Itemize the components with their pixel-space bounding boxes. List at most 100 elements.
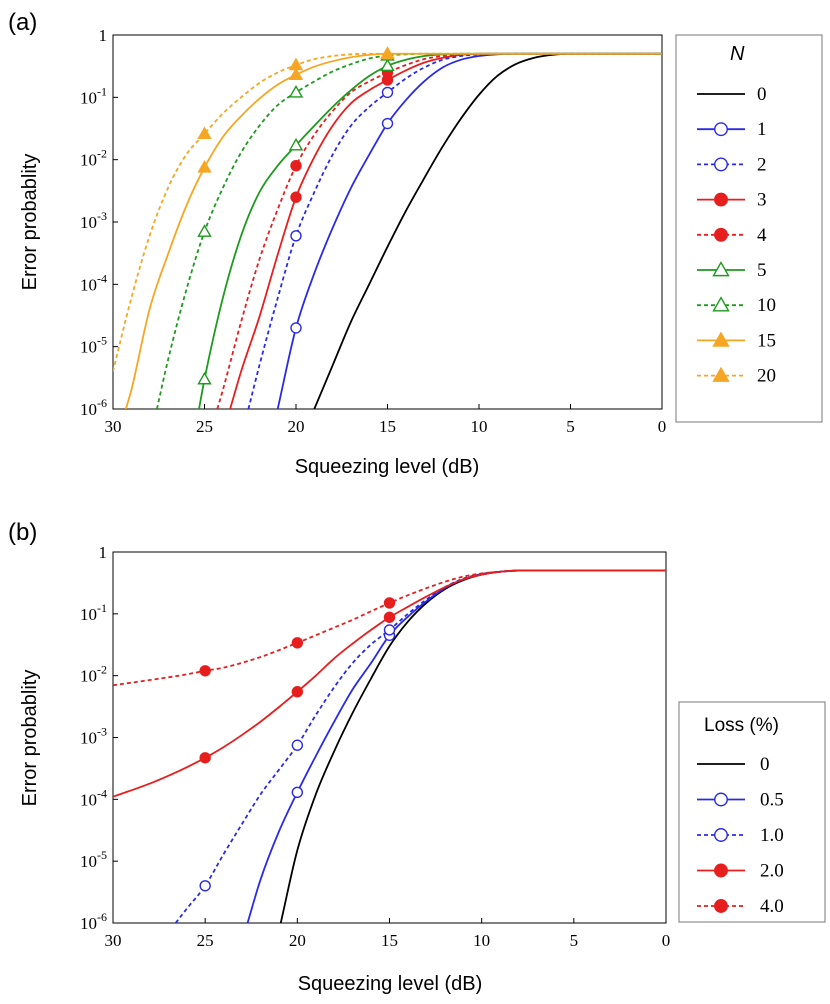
panel-b-series-line-1-0 (174, 569, 666, 923)
panel-a-y-tick-label: 10-5 (80, 334, 107, 357)
panel-b-marker-1-0 (291, 739, 304, 751)
panel-b-legend-marker-1-0 (714, 828, 728, 842)
panel-a-legend-marker-1 (714, 122, 728, 137)
panel-b-series-line-0 (279, 569, 666, 923)
panel-b-x-axis-label: Squeezing level (dB) (298, 973, 483, 995)
panel-b-marker-1-0 (383, 624, 396, 636)
panel-b-marker-2-0 (291, 686, 304, 698)
panel-a-series-line-2 (247, 52, 662, 409)
panel-a-marker-4 (290, 160, 302, 172)
panel-a-marker-5 (380, 58, 395, 72)
panel-a-marker-20 (288, 57, 304, 71)
panel-b-y-tick-label: 10-4 (80, 786, 107, 809)
panel-a: (a) 30 25 20 15 10 5 0110-110-210-310-410-510-… (8, 9, 823, 478)
panel-a-series-line-0 (313, 52, 662, 409)
panel-a-y-axis-label: Error probablity (19, 154, 41, 291)
panel-a-marker-2 (290, 230, 302, 242)
panel-a-x-tick-label: 0 (658, 417, 667, 436)
panel-b-marker-4-0 (199, 665, 211, 677)
panel-a-y-tick-label: 10-1 (80, 84, 107, 107)
panel-b-legend-marker-2-0 (714, 863, 728, 878)
panel-b-x-tick-label: 20 (289, 931, 306, 950)
panel-b-ticks: 30 25 20 15 10 5 0 1 10-1 10-2 10-3 10-4 10-5 10-6 (80, 543, 670, 950)
panel-b-marker-2-0 (199, 752, 211, 764)
panel-a-x-tick-label: 25 (196, 417, 213, 436)
panel-b-marker-0-5 (291, 786, 304, 798)
panel-b-legend-label-0: 0 (760, 754, 770, 775)
panel-b-x-tick-label: 10 (473, 931, 490, 950)
panel-a-ticks: 30 25 20 15 10 5 0 1 10-1 10-2 10-3 10-4 10-5 10-6 (80, 26, 666, 436)
panel-a-curves (113, 52, 662, 409)
panel-b-x-tick-label: 25 (197, 931, 214, 950)
panel-a-x-tick-label: 15 (379, 417, 396, 436)
panel-a-y-tick-label: 10-3 (80, 209, 107, 232)
panel-a-y-tick-label: 1 (99, 26, 108, 45)
panel-a-marker-15 (197, 160, 212, 173)
panel-b-marker-4-0 (291, 637, 304, 649)
panel-b-series-line-0-5 (246, 569, 666, 923)
panel-a-markers (197, 46, 395, 385)
panel-a-legend-marker-15 (712, 331, 730, 347)
panel-a-marker-20 (197, 126, 212, 139)
panel-b-marker-1-0 (199, 880, 211, 892)
panel-b-curves (113, 569, 666, 923)
panel-b-legend-marker-4-0 (714, 899, 728, 913)
panel-b-label: (b) (8, 519, 37, 546)
panel-b-legend: 0 0.5 1.0 2.0 4.0 (697, 754, 784, 917)
panel-a-legend-label-0: 0 (757, 84, 767, 105)
panel-b-y-tick-label: 10-1 (80, 601, 107, 624)
panel-b-x-tick-label: 0 (662, 931, 671, 950)
panel-a-marker-5 (197, 371, 212, 385)
panel-a-series-line-10 (156, 52, 662, 409)
panel-a-legend-label-3: 3 (757, 190, 767, 211)
panel-a-legend-label-15: 15 (757, 330, 776, 351)
panel-b-x-tick-label: 15 (381, 931, 398, 950)
panel-a-legend-label-1: 1 (757, 119, 767, 140)
panel-b-legend-label-0-5: 0.5 (760, 790, 784, 811)
panel-a-legend-marker-10 (712, 296, 730, 312)
panel-a-marker-1 (381, 117, 394, 130)
panel-a-y-tick-label: 10-4 (80, 271, 107, 294)
panel-a-legend-label-10: 10 (757, 295, 776, 316)
panel-a-legend-label-20: 20 (757, 366, 776, 387)
panel-a-legend-marker-3 (714, 192, 728, 207)
panel-a-label: (a) (8, 9, 37, 36)
panel-a-series-line-4 (216, 52, 662, 409)
panel-a-marker-10 (197, 224, 212, 237)
panel-b-marker-2-0 (383, 611, 396, 623)
panel-a-series-line-20 (113, 52, 662, 372)
panel-b-y-axis-label: Error probablity (19, 670, 41, 807)
panel-a-legend-box (675, 34, 823, 423)
panel-a-marker-15 (288, 67, 304, 80)
panel-a-marker-10 (288, 84, 304, 98)
panel-b-x-tick-label: 30 (105, 931, 122, 950)
panel-b-series-line-4-0 (113, 569, 666, 687)
panel-a-y-tick-label: 10-6 (80, 396, 107, 419)
panel-a-x-tick-label: 20 (288, 417, 305, 436)
panel-b-legend-title: Loss (%) (704, 715, 779, 736)
panel-a-marker-3 (290, 191, 302, 203)
panel-b-y-tick-label: 10-3 (80, 725, 107, 748)
panel-a-legend-label-5: 5 (757, 260, 767, 281)
panel-b-y-tick-label: 10-5 (80, 848, 107, 871)
panel-a-legend: 0 1 2 3 4 5 10 15 20 (697, 84, 776, 387)
panel-a-legend-marker-4 (714, 227, 728, 242)
panel-a-legend-label-2: 2 (757, 154, 767, 175)
panel-a-x-tick-label: 5 (566, 417, 575, 436)
panel-b-legend-marker-0-5 (714, 792, 728, 807)
panel-a-x-tick-label: 10 (471, 417, 488, 436)
panel-b-legend-box (678, 701, 826, 923)
panel-b-y-tick-label: 10-2 (80, 663, 107, 686)
panel-b: (b) 30 25 20 15 10 5 0 1 10-1 10-2 10-3 10-4 10-5 10-… (8, 519, 826, 995)
panel-b-markers (199, 597, 396, 892)
panel-a-legend-marker-5 (712, 261, 730, 277)
panel-a-legend-title: N (730, 43, 745, 65)
panel-b-legend-label-4-0: 4.0 (760, 896, 784, 917)
panel-b-legend-label-1-0: 1.0 (760, 825, 784, 846)
panel-a-marker-20 (380, 46, 395, 59)
panel-b-legend-label-2-0: 2.0 (760, 861, 784, 882)
panel-a-marker-5 (288, 137, 304, 151)
panel-a-marker-2 (381, 86, 394, 99)
panel-a-legend-marker-20 (712, 366, 730, 382)
